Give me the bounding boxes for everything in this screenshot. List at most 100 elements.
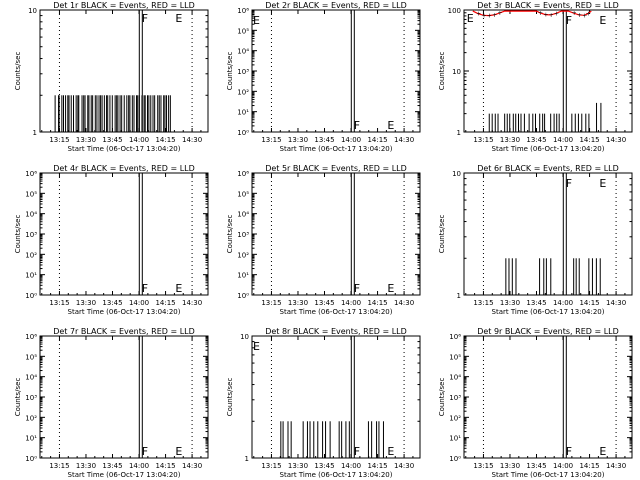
chart-5-y-tick-label: 10³ [237, 231, 249, 239]
chart-1-y-axis-label: Counts/sec [14, 52, 22, 91]
chart-2-plot-frame [251, 9, 421, 133]
chart-9-panel: Det 9r BLACK = Events, RED = LLD 13:15 13:… [438, 327, 633, 479]
chart-9-x-tick-label: 13:15 [473, 462, 493, 470]
chart-7-title: Det 7r BLACK = Events, RED = LLD [53, 327, 195, 336]
chart-9-plot-frame [463, 335, 633, 459]
chart-6-x-tick-label: 13:30 [500, 299, 520, 307]
chart-8-x-tick-label: 13:45 [314, 462, 334, 470]
chart-6-x-tick-label: 14:15 [579, 299, 599, 307]
chart-4-y-tick-label: 10⁶ [25, 170, 37, 178]
chart-8-x-tick-label: 14:00 [341, 462, 361, 470]
chart-5-panel: Det 5r BLACK = Events, RED = LLD 13:15 13:… [226, 164, 421, 316]
chart-2-x-tick-label: 14:00 [341, 136, 361, 144]
chart-5-marker-f: F [354, 282, 360, 295]
chart-7-y-axis-label: Counts/sec [14, 378, 22, 417]
chart-5-x-tick-label: 14:15 [367, 299, 387, 307]
chart-7-x-axis-label: Start Time (06-Oct-17 13:04:20) [68, 471, 181, 479]
chart-5-x-tick-label: 14:30 [394, 299, 414, 307]
chart-9-y-tick-label: 10⁶ [449, 333, 461, 341]
chart-7-y-tick-label: 10⁵ [25, 353, 37, 361]
chart-2-x-tick-label: 13:45 [314, 136, 334, 144]
chart-4-x-tick-label: 14:15 [155, 299, 175, 307]
chart-1-x-tick-label: 13:45 [102, 136, 122, 144]
chart-6-x-tick-label: 14:30 [606, 299, 626, 307]
chart-2-marker-e: E [387, 119, 394, 132]
chart-3-x-tick-label: 13:45 [526, 136, 546, 144]
chart-3-lld-line [472, 10, 592, 17]
chart-8-marker-e: E [253, 340, 260, 353]
chart-5-x-tick-label: 13:45 [314, 299, 334, 307]
chart-3-lld-point: + [476, 11, 481, 18]
chart-3-lld-point: + [543, 12, 548, 19]
chart-3-lld-point: + [577, 12, 582, 19]
chart-8-x-axis-label: Start Time (06-Oct-17 13:04:20) [280, 471, 393, 479]
chart-4-y-tick-label: 10⁴ [25, 211, 37, 219]
chart-6-y-tick-label: 10 [452, 170, 461, 178]
chart-5-marker-e: E [387, 282, 394, 295]
chart-3-y-tick-label: 1 [457, 129, 461, 137]
chart-3-lld-point: + [487, 13, 492, 20]
chart-7-x-tick-label: 14:15 [155, 462, 175, 470]
chart-4-plot-frame [39, 172, 209, 296]
chart-2-y-tick-label: 10³ [237, 68, 249, 76]
chart-7-marker-f: F [142, 445, 148, 458]
chart-7-y-tick-label: 10⁴ [25, 374, 37, 382]
chart-1-x-tick-label: 14:30 [182, 136, 202, 144]
chart-3-lld-point: + [492, 12, 497, 19]
chart-7-x-tick-label: 13:45 [102, 462, 122, 470]
chart-8-x-tick-label: 14:15 [367, 462, 387, 470]
chart-3-lld-point: + [538, 10, 543, 17]
chart-5-x-tick-label: 14:00 [341, 299, 361, 307]
chart-3-lld-point: + [572, 10, 577, 17]
chart-3-y-axis-label: Counts/sec [438, 52, 446, 91]
chart-3-x-tick-label: 14:00 [553, 136, 573, 144]
chart-9-y-tick-label: 10⁴ [449, 374, 461, 382]
chart-8-x-tick-label: 13:30 [288, 462, 308, 470]
chart-8-y-axis-label: Counts/sec [226, 378, 234, 417]
chart-3-lld-point: + [586, 11, 591, 18]
chart-4-panel: Det 4r BLACK = Events, RED = LLD 13:15 13:… [14, 164, 209, 316]
chart-2-y-tick-label: 10⁶ [237, 7, 249, 15]
chart-1-x-tick-label: 14:00 [129, 136, 149, 144]
chart-3-x-tick-label: 13:15 [473, 136, 493, 144]
chart-9-marker-f: F [566, 445, 572, 458]
chart-8-y-tick-label: 10 [240, 333, 249, 341]
chart-6-panel: Det 6r BLACK = Events, RED = LLD 13:15 13:… [438, 164, 633, 316]
chart-9-x-tick-label: 13:30 [500, 462, 520, 470]
chart-4-x-tick-label: 13:30 [76, 299, 96, 307]
chart-6-x-tick-label: 13:15 [473, 299, 493, 307]
chart-7-x-tick-label: 14:00 [129, 462, 149, 470]
chart-9-x-tick-label: 13:45 [526, 462, 546, 470]
chart-4-y-tick-label: 10¹ [25, 272, 37, 280]
chart-9-x-tick-label: 14:15 [579, 462, 599, 470]
chart-8-x-tick-label: 14:30 [394, 462, 414, 470]
chart-2-y-axis-label: Counts/sec [226, 52, 234, 91]
chart-7-marker-e: E [175, 445, 182, 458]
chart-5-y-axis-label: Counts/sec [226, 215, 234, 254]
chart-7-y-tick-label: 10² [25, 414, 37, 422]
chart-2-marker-f: F [354, 119, 360, 132]
chart-9-x-tick-label: 14:00 [553, 462, 573, 470]
chart-9-title: Det 9r BLACK = Events, RED = LLD [477, 327, 619, 336]
chart-8-x-tick-label: 13:15 [261, 462, 281, 470]
chart-4-marker-e: E [175, 282, 182, 295]
chart-9-y-tick-label: 10¹ [449, 435, 461, 443]
chart-9-marker-e: E [599, 445, 606, 458]
chart-4-y-tick-label: 10² [25, 251, 37, 259]
chart-2-x-tick-label: 14:30 [394, 136, 414, 144]
chart-4-y-tick-label: 10⁵ [25, 190, 37, 198]
chart-3-lld-point: + [497, 10, 502, 17]
chart-2-y-tick-label: 10⁰ [237, 129, 249, 137]
chart-2-y-tick-label: 10¹ [237, 109, 249, 117]
chart-1-y-tick-label: 10 [28, 7, 37, 15]
chart-4-x-tick-label: 13:15 [49, 299, 69, 307]
chart-3-marker-f: F [566, 14, 572, 27]
chart-6-y-axis-label: Counts/sec [438, 215, 446, 254]
chart-6-plot-frame [463, 172, 633, 296]
chart-7-x-tick-label: 13:15 [49, 462, 69, 470]
chart-6-marker-f: F [566, 177, 572, 190]
chart-2-y-tick-label: 10² [237, 88, 249, 96]
chart-3-lld-point: + [549, 12, 554, 19]
chart-3-panel: Det 3r BLACK = Events, RED = LLD 13:15 13:… [438, 1, 633, 153]
